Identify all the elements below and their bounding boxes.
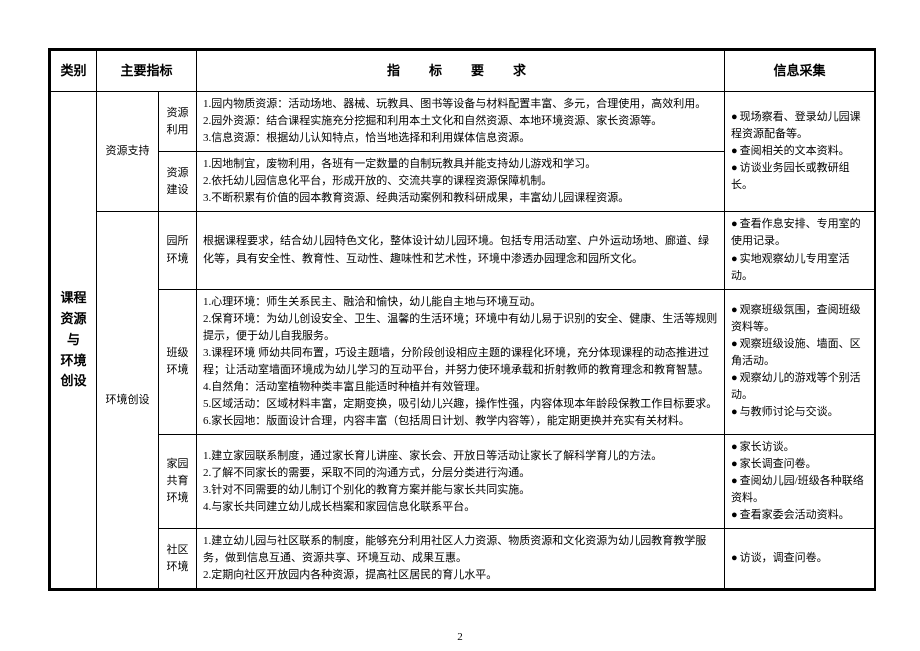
req-2-4: 1.建立幼儿园与社区联系的制度，能够充分利用社区人力资源、物质资源和文化资源为幼… (197, 529, 725, 589)
indicator-table: 类别 主要指标 指 标 要 求 信息采集 课程资源 与 环境创设 资源支持 资源… (50, 50, 875, 589)
sub-2-2: 班级环境 (159, 289, 197, 434)
req-1-2: 1.因地制宜，废物利用，各班有一定数量的自制玩教具并能支持幼儿游戏和学习。 2.… (197, 152, 725, 212)
main-indicator-2: 环境创设 (97, 212, 159, 589)
req-1-1: 1.园内物质资源：活动场地、器械、玩教具、图书等设备与材料配置丰富、多元，合理使… (197, 92, 725, 152)
info-1: 现场察看、登录幼儿园课程资源配备等。 查阅相关的文本资料。 访谈业务园长或教研组… (725, 92, 875, 212)
sub-2-3: 家园共育环境 (159, 434, 197, 528)
header-row: 类别 主要指标 指 标 要 求 信息采集 (51, 51, 875, 92)
info-2-3: 家长访谈。 家长调查问卷。 查阅幼儿园/班级各种联络资料。 查看家委会活动资料。 (725, 434, 875, 528)
category-cell: 课程资源 与 环境创设 (51, 92, 97, 589)
req-2-2: 1.心理环境：师生关系民主、融洽和愉快，幼儿能自主地与环境互动。 2.保育环境：… (197, 289, 725, 434)
page-number: 2 (0, 631, 920, 643)
sub-2-4: 社区环境 (159, 529, 197, 589)
header-info: 信息采集 (725, 51, 875, 92)
req-2-1: 根据课程要求，结合幼儿园特色文化，整体设计幼儿园环境。包括专用活动室、户外运动场… (197, 212, 725, 289)
sub-1-2: 资源建设 (159, 152, 197, 212)
main-indicator-1: 资源支持 (97, 92, 159, 212)
header-category: 类别 (51, 51, 97, 92)
header-main-indicator: 主要指标 (97, 51, 197, 92)
sub-1-1: 资源利用 (159, 92, 197, 152)
info-2-1: 查看作息安排、专用室的使用记录。 实地观察幼儿专用室活动。 (725, 212, 875, 289)
req-2-3: 1.建立家园联系制度，通过家长育儿讲座、家长会、开放日等活动让家长了解科学育儿的… (197, 434, 725, 528)
header-requirement: 指 标 要 求 (197, 51, 725, 92)
info-2-2: 观察班级氛围，查阅班级资料等。 观察班级设施、墙面、区角活动。 观察幼儿的游戏等… (725, 289, 875, 434)
info-2-4: 访谈，调查问卷。 (725, 529, 875, 589)
sub-2-1: 园所环境 (159, 212, 197, 289)
